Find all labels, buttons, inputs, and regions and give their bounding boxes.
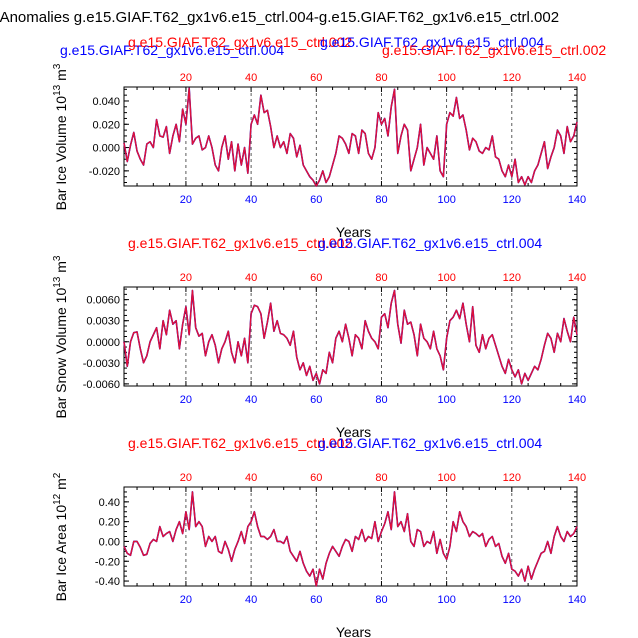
case-label-ctrl-002: g.e15.GIAF.T62_gx1v6.e15_ctrl.002 [128,34,352,50]
x-tick-label-top: 80 [375,472,387,484]
x-tick-label: 120 [503,394,521,406]
x-tick-label: 140 [568,194,586,206]
x-tick-label-top: 80 [375,272,387,284]
figure-title: ANN AVG NH Ice Volume, Snow Volume and I… [0,9,559,26]
x-tick-label-top: 40 [245,472,257,484]
x-tick-label: 40 [245,594,257,606]
x-axis-label: Years [336,624,371,638]
case-label-ctrl-002: g.e15.GIAF.T62_gx1v6.e15_ctrl.002 [128,435,352,451]
y-tick-label: -0.40 [95,576,120,588]
x-axis-label: Years [336,424,371,440]
y-tick-label: -0.20 [95,556,120,568]
series-line-ctrl-002 [123,491,578,587]
x-tick-label: 20 [180,194,192,206]
x-tick-label-top: 140 [568,272,586,284]
x-tick-label-top: 60 [310,472,322,484]
x-tick-label-top: 100 [437,272,455,284]
case-label-ctrl-004-right: g.e15.GIAF.T62_gx1v6.e15_ctrl.004 [320,34,544,50]
x-tick-label-top: 60 [310,72,322,84]
x-tick-label-top: 120 [503,472,521,484]
y-tick-label: 0.0060 [86,295,120,307]
x-tick-label: 60 [310,194,322,206]
case-label-ctrl-002: g.e15.GIAF.T62_gx1v6.e15_ctrl.002 [128,235,352,251]
x-tick-label: 140 [568,394,586,406]
series-line-ctrl-004 [123,491,578,587]
ice-area-panel: 20 20 40 40 60 60 80 80 100 100 120 120 140 140 -0.40 -… [52,435,586,638]
x-tick-label: 80 [375,194,387,206]
x-tick-label: 60 [310,594,322,606]
x-tick-label: 100 [437,194,455,206]
x-tick-label-top: 140 [568,72,586,84]
x-tick-label: 120 [503,194,521,206]
x-tick-label: 40 [245,194,257,206]
y-axis-label: Bar Ice Volume 1013 m3 [52,63,69,210]
y-tick-label: 0.0000 [86,337,120,349]
x-tick-label-top: 20 [180,272,192,284]
x-tick-label-top: 100 [437,472,455,484]
x-tick-label-top: 120 [503,72,521,84]
ice-volume-panel: 20 20 40 40 60 60 80 80 100 100 120 120 140 140 -0.020… [52,34,606,240]
snow-volume-panel: 20 20 40 40 60 60 80 80 100 100 120 120 140 140 -0.006… [52,235,586,440]
x-tick-label-top: 80 [375,72,387,84]
x-tick-label-top: 100 [437,72,455,84]
x-tick-label: 140 [568,594,586,606]
x-tick-label-top: 40 [245,72,257,84]
y-axis-label: Bar Snow Volume 1013 m3 [52,255,69,418]
y-axis-label: Bar Ice Area 1012 m2 [52,472,69,601]
x-tick-label: 60 [310,394,322,406]
x-tick-label-top: 140 [568,472,586,484]
x-tick-label-top: 120 [503,272,521,284]
y-tick-label: -0.0060 [83,379,120,391]
case-label-ctrl-002-right: g.e15.GIAF.T62_gx1v6.e15_ctrl.002 [382,42,606,58]
x-tick-label-top: 20 [180,472,192,484]
x-tick-label: 40 [245,394,257,406]
series-line-ctrl-002 [123,87,578,187]
y-tick-label: 0.40 [99,497,120,509]
case-label-ctrl-004: g.e15.GIAF.T62_gx1v6.e15_ctrl.004 [318,235,542,251]
x-tick-label: 20 [180,594,192,606]
x-tick-label: 120 [503,594,521,606]
y-tick-label: 0.000 [92,143,120,155]
y-tick-label: -0.0030 [83,358,120,370]
x-tick-label: 100 [437,394,455,406]
x-tick-label: 20 [180,394,192,406]
x-tick-label-top: 40 [245,272,257,284]
x-tick-label: 100 [437,594,455,606]
x-axis-label: Years [336,224,371,240]
case-label-ctrl-004: g.e15.GIAF.T62_gx1v6.e15_ctrl.004 [318,435,542,451]
x-tick-label-top: 60 [310,272,322,284]
x-tick-label: 80 [375,394,387,406]
y-tick-label: -0.020 [89,166,120,178]
y-tick-label: 0.0030 [86,316,120,328]
y-tick-label: 0.00 [99,536,120,548]
x-tick-label-top: 20 [180,72,192,84]
y-tick-label: 0.040 [92,96,120,108]
plot-frame [123,86,578,187]
x-tick-label: 80 [375,594,387,606]
y-tick-label: 0.020 [92,119,120,131]
y-tick-label: 0.20 [99,517,120,529]
case-label-ctrl-004: g.e15.GIAF.T62_gx1v6.e15_ctrl.004 [60,42,284,58]
series-line-ctrl-002 [123,289,578,385]
